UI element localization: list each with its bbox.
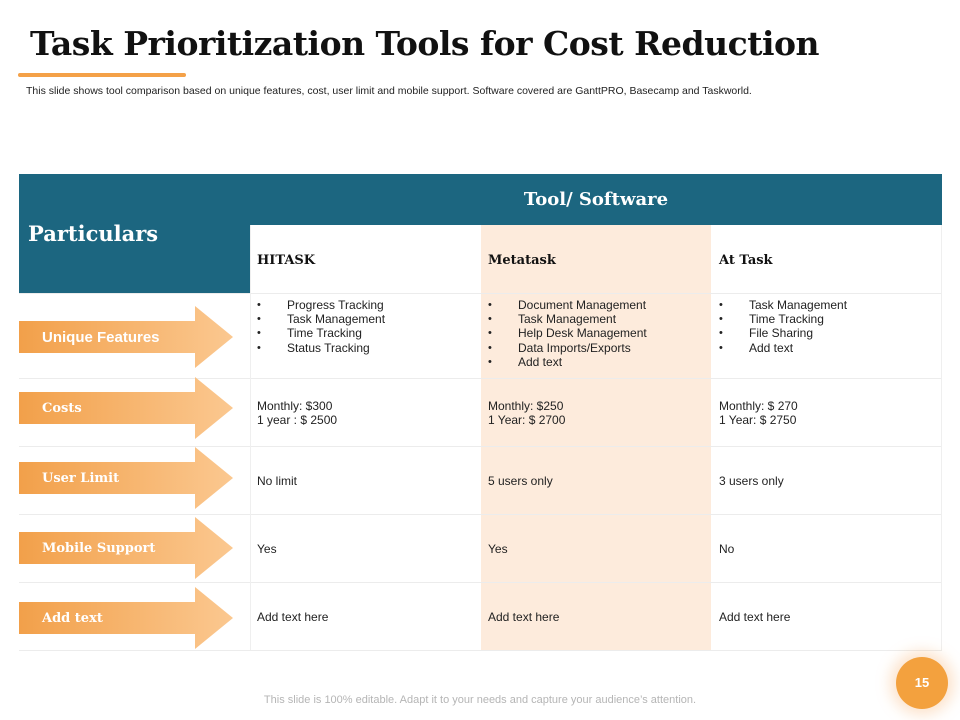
arrow-shape	[19, 447, 233, 509]
cell-metatask-features: Document Management Task Management Help…	[488, 298, 647, 369]
column-header-hitask: HITASK	[257, 253, 316, 268]
column-divider	[250, 225, 251, 650]
row-divider	[19, 650, 942, 651]
cost-monthly: Monthly: $250	[488, 399, 564, 413]
tool-software-header: Tool/ Software	[523, 189, 669, 210]
cell-at-task-add-text: Add text here	[719, 610, 791, 624]
column-background-hitask	[250, 225, 481, 650]
list-item: Time Tracking	[257, 326, 385, 340]
particulars-header: Particulars	[28, 221, 159, 246]
row-divider	[19, 446, 942, 447]
cell-at-task-user-limit: 3 users only	[719, 474, 784, 488]
particulars-header-block	[19, 225, 250, 293]
cost-yearly: 1 year : $ 2500	[257, 413, 338, 428]
list-item: Help Desk Management	[488, 326, 647, 340]
cell-hitask-add-text: Add text here	[257, 610, 329, 624]
row-divider	[19, 514, 942, 515]
list-item: Document Management	[488, 298, 647, 312]
cell-metatask-mobile: Yes	[488, 542, 508, 556]
table-header-band	[19, 174, 942, 225]
list-item: Status Tracking	[257, 341, 385, 355]
cell-at-task-mobile: No	[719, 542, 735, 556]
column-background-at-task	[711, 225, 942, 650]
row-label-text: Costs	[42, 401, 82, 416]
cell-at-task-features: Task Management Time Tracking File Shari…	[719, 298, 847, 355]
cell-metatask-user-limit: 5 users only	[488, 474, 553, 488]
column-background-metatask	[481, 225, 712, 650]
list-item: Time Tracking	[719, 312, 847, 326]
row-label-unique-features: Unique Features	[19, 306, 233, 368]
cell-hitask-features: Progress Tracking Task Management Time T…	[257, 298, 385, 355]
slide-title: Task Prioritization Tools for Cost Reduc…	[30, 24, 819, 63]
cost-monthly: Monthly: $300	[257, 399, 333, 413]
column-divider	[941, 225, 942, 650]
arrow-shape	[19, 377, 233, 439]
cell-hitask-costs: Monthly: $300 1 year : $ 2500	[257, 399, 337, 427]
list-item: File Sharing	[719, 326, 847, 340]
row-label-costs: Costs	[19, 377, 233, 439]
arrow-shape	[19, 587, 233, 649]
cell-at-task-costs: Monthly: $ 270 1 Year: $ 2750	[719, 399, 798, 427]
row-label-user-limit: User Limit	[19, 447, 233, 509]
list-item: Progress Tracking	[257, 298, 385, 312]
title-underline	[18, 73, 186, 77]
cell-hitask-user-limit: No limit	[257, 474, 298, 488]
row-label-text: Mobile Support	[42, 541, 156, 556]
row-divider	[19, 378, 942, 379]
row-divider	[19, 582, 942, 583]
list-item: Data Imports/Exports	[488, 341, 647, 355]
row-label-text: Unique Features	[42, 329, 160, 346]
row-label-text: User Limit	[42, 471, 120, 486]
list-item: Task Management	[257, 312, 385, 326]
row-divider	[19, 293, 942, 294]
slide-subtitle: This slide shows tool comparison based o…	[26, 85, 752, 97]
list-item: Task Management	[488, 312, 647, 326]
row-label-mobile-support: Mobile Support	[19, 517, 233, 579]
cost-yearly: 1 Year: $ 2750	[719, 413, 797, 428]
list-item: Task Management	[719, 298, 847, 312]
row-label-add-text: Add text	[19, 587, 233, 649]
column-header-metatask: Metatask	[488, 253, 556, 268]
row-label-text: Add text	[42, 611, 103, 626]
cell-metatask-costs: Monthly: $250 1 Year: $ 2700	[488, 399, 565, 427]
cell-metatask-add-text: Add text here	[488, 610, 560, 624]
cost-yearly: 1 Year: $ 2700	[488, 413, 566, 428]
column-header-at-task: At Task	[719, 253, 773, 268]
cost-monthly: Monthly: $ 270	[719, 399, 798, 413]
slide-footer: This slide is 100% editable. Adapt it to…	[263, 694, 697, 706]
list-item: Add text	[719, 341, 847, 355]
arrow-shape	[19, 517, 233, 579]
cell-hitask-mobile: Yes	[257, 542, 277, 556]
arrow-shape	[19, 306, 233, 368]
list-item: Add text	[488, 355, 647, 369]
page-number-badge: 15	[896, 657, 948, 709]
